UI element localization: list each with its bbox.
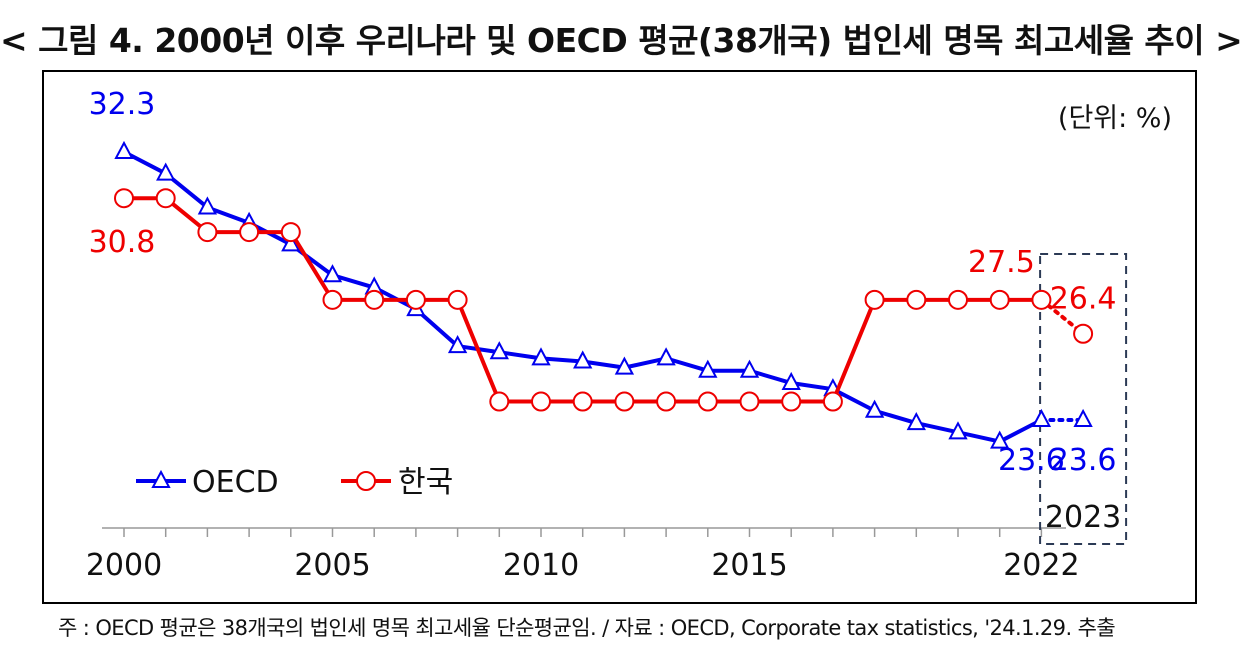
korea-point-2008 bbox=[447, 289, 468, 310]
unit-label: (단위: %) bbox=[1058, 103, 1172, 134]
korea-point-2010 bbox=[531, 391, 551, 412]
korea-point-2001 bbox=[155, 188, 176, 209]
korea-point-2015 bbox=[739, 391, 760, 412]
korea-point-2013 bbox=[656, 391, 677, 412]
oecd-point-2016 bbox=[781, 371, 801, 391]
oecd-point-2023 bbox=[1073, 408, 1093, 427]
chart-title: < 그림 4. 2000년 이후 우리나라 및 OECD 평균(38개국) 법인… bbox=[0, 21, 1241, 60]
oecd-point-2000 bbox=[114, 140, 134, 159]
highlight-box-2023 bbox=[1039, 253, 1128, 545]
korea-point-2023 bbox=[1073, 323, 1094, 344]
korea-point-2018 bbox=[864, 289, 885, 310]
korea-point-2005 bbox=[322, 289, 343, 310]
oecd-point-2015 bbox=[739, 359, 760, 378]
korea-point-2012 bbox=[614, 391, 635, 412]
oecd-point-2002 bbox=[197, 196, 218, 215]
korea-point-2011 bbox=[572, 391, 593, 412]
oecd-point-2005 bbox=[322, 264, 343, 283]
legend-label-korea: 한국 bbox=[398, 465, 453, 500]
korea-point-2003 bbox=[239, 222, 260, 243]
x-tick-label-2005: 2005 bbox=[294, 548, 370, 583]
oecd-point-2011 bbox=[573, 350, 593, 369]
x-tick-label-2000: 2000 bbox=[86, 548, 162, 583]
oecd-point-2013 bbox=[656, 347, 676, 366]
data-label-oecd-2000-0: 32.3 bbox=[89, 87, 156, 122]
legend-marker-oecd bbox=[151, 469, 171, 488]
line-chart: (단위: %) 2000 2005 2010 2015 2022 2023 32.3 30.8 2… bbox=[86, 87, 1172, 583]
data-label-oecd-2023-5: 23.6 bbox=[1050, 443, 1117, 478]
x-tick-label-2010: 2010 bbox=[503, 548, 579, 583]
korea-point-2022 bbox=[1031, 289, 1052, 310]
oecd-point-2004 bbox=[281, 233, 301, 252]
oecd-point-2001 bbox=[156, 162, 176, 181]
oecd-point-2020 bbox=[948, 421, 968, 440]
oecd-point-2014 bbox=[698, 359, 718, 378]
data-label-korea-2023-3: 26.4 bbox=[1050, 282, 1117, 317]
oecd-point-2022 bbox=[1031, 408, 1052, 427]
legend-marker-korea bbox=[356, 471, 376, 491]
data-label-korea-2000-1: 30.8 bbox=[89, 225, 156, 260]
data-label-oecd-2022-4: 23.6 bbox=[998, 443, 1065, 478]
footnote: 주 : OECD 평균은 38개국의 법인세 명목 최고세율 단순평균임. / … bbox=[58, 616, 1116, 640]
data-label-korea-2022-2: 27.5 bbox=[968, 245, 1035, 280]
x-tick-label-2015: 2015 bbox=[711, 548, 787, 583]
korea-point-2020 bbox=[948, 289, 968, 310]
highlight-box-label: 2023 bbox=[1045, 500, 1121, 535]
legend-label-oecd: OECD bbox=[192, 465, 279, 500]
korea-point-2007 bbox=[405, 289, 426, 310]
korea-point-2021 bbox=[989, 289, 1010, 310]
korea-point-2006 bbox=[364, 289, 385, 310]
korea-point-2017 bbox=[822, 391, 843, 412]
oecd-point-2008 bbox=[447, 334, 468, 354]
korea-point-2002 bbox=[197, 222, 218, 243]
oecd-point-2021 bbox=[990, 430, 1010, 449]
x-tick-label-2022: 2022 bbox=[1003, 548, 1079, 583]
korea-point-2014 bbox=[697, 391, 718, 412]
oecd-point-2010 bbox=[531, 347, 551, 366]
korea-point-2000 bbox=[114, 188, 134, 209]
korea-point-2009 bbox=[489, 391, 510, 412]
oecd-point-2019 bbox=[906, 411, 926, 431]
oecd-point-2018 bbox=[864, 399, 885, 418]
korea-point-2019 bbox=[906, 289, 927, 310]
chart-frame: (단위: %) 2000 2005 2010 2015 2022 2023 32.3 30.8 2… bbox=[42, 70, 1197, 604]
oecd-point-2012 bbox=[614, 356, 635, 375]
korea-point-2004 bbox=[280, 222, 301, 243]
oecd-point-2009 bbox=[489, 341, 509, 360]
korea-point-2016 bbox=[781, 391, 802, 412]
